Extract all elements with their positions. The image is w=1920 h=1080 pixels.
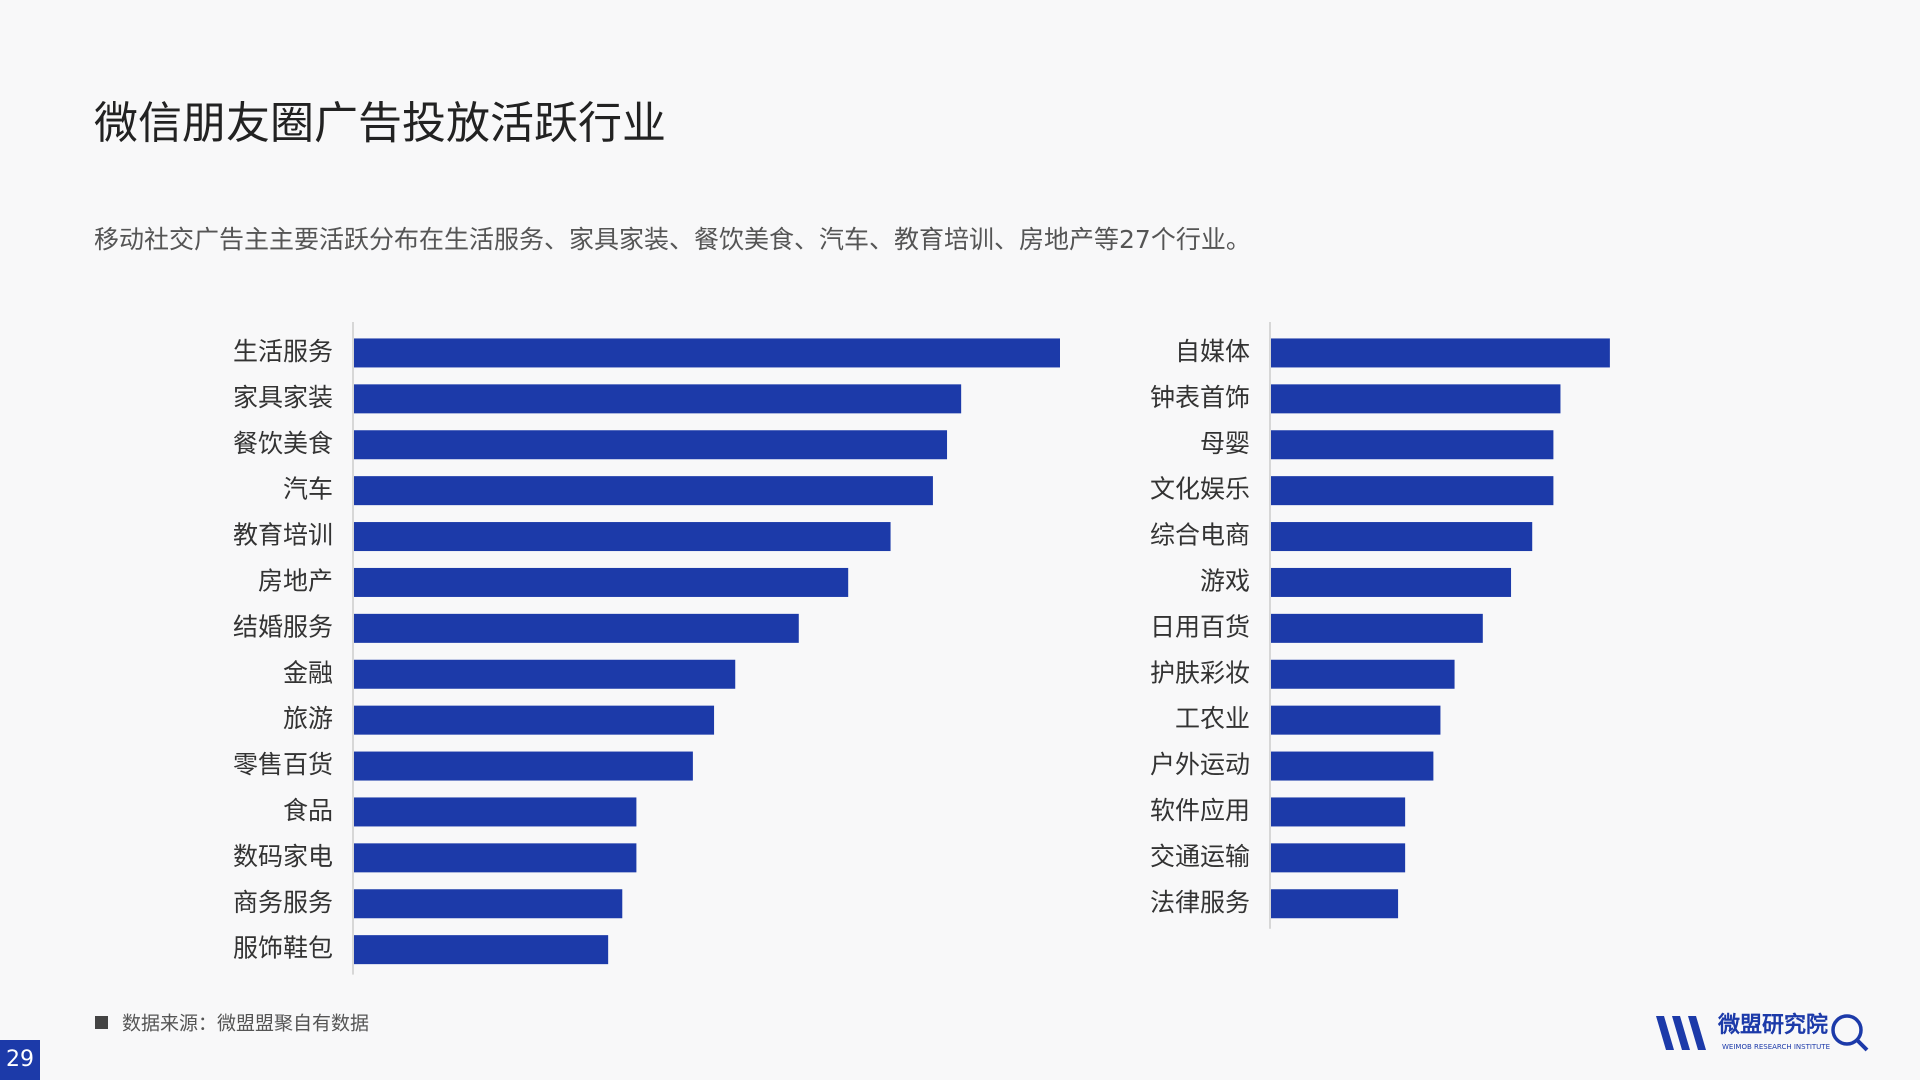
bar bbox=[1271, 384, 1561, 414]
category-label: 汽车 bbox=[283, 475, 333, 504]
category-label: 商务服务 bbox=[233, 888, 333, 917]
slide-subtitle: 移动社交广告主主要活跃分布在生活服务、家具家装、餐饮美食、汽车、教育培训、房地产… bbox=[94, 225, 1251, 254]
category-label: 自媒体 bbox=[1175, 337, 1250, 366]
category-label: 生活服务 bbox=[233, 337, 333, 366]
logo-handle bbox=[1855, 1038, 1869, 1052]
logo-name: 微盟研究院 bbox=[1717, 1012, 1828, 1038]
category-label: 日用百货 bbox=[1150, 612, 1250, 641]
bar bbox=[354, 935, 609, 965]
bar bbox=[354, 430, 948, 460]
category-label: 母婴 bbox=[1200, 429, 1250, 458]
bar bbox=[354, 751, 693, 781]
category-label: 文化娱乐 bbox=[1150, 475, 1250, 504]
bar bbox=[354, 797, 637, 827]
bar bbox=[1271, 338, 1610, 368]
bar bbox=[1271, 476, 1554, 506]
bar bbox=[354, 567, 849, 597]
category-label: 结婚服务 bbox=[233, 612, 333, 641]
source-note: 数据来源：微盟盟聚自有数据 bbox=[122, 1013, 369, 1035]
bar bbox=[1271, 889, 1399, 919]
category-label: 交通运输 bbox=[1150, 842, 1250, 871]
bar bbox=[354, 522, 891, 552]
category-label: 工农业 bbox=[1175, 704, 1250, 733]
category-label: 综合电商 bbox=[1150, 521, 1250, 550]
bar bbox=[354, 889, 623, 919]
category-label: 数码家电 bbox=[233, 842, 333, 871]
category-label: 户外运动 bbox=[1150, 750, 1250, 779]
bar bbox=[354, 705, 715, 735]
bar bbox=[354, 843, 637, 873]
bar bbox=[354, 338, 1060, 368]
category-label: 家具家装 bbox=[233, 383, 333, 412]
bar bbox=[1271, 659, 1455, 689]
category-label: 法律服务 bbox=[1150, 888, 1250, 917]
bar bbox=[354, 659, 736, 689]
bar bbox=[1271, 797, 1406, 827]
bar bbox=[1271, 705, 1441, 735]
category-label: 旅游 bbox=[283, 704, 333, 733]
category-label: 食品 bbox=[283, 796, 333, 825]
category-label: 零售百货 bbox=[233, 750, 333, 779]
logo: 微盟研究院 WEIMOB RESEARCH INSTITUTE bbox=[1656, 1012, 1869, 1052]
bar bbox=[1271, 430, 1554, 460]
category-label: 软件应用 bbox=[1150, 796, 1250, 825]
bar bbox=[1271, 522, 1533, 552]
category-label: 钟表首饰 bbox=[1150, 383, 1250, 412]
bar bbox=[354, 613, 799, 643]
logo-tagline: WEIMOB RESEARCH INSTITUTE bbox=[1722, 1043, 1830, 1051]
category-label: 服饰鞋包 bbox=[233, 934, 333, 963]
logo-lens bbox=[1831, 1014, 1863, 1046]
category-label: 护肤彩妆 bbox=[1150, 658, 1250, 687]
source-bullet bbox=[95, 1016, 108, 1029]
category-label: 房地产 bbox=[258, 566, 333, 595]
logo-mark bbox=[1656, 1016, 1706, 1050]
category-label: 教育培训 bbox=[233, 521, 333, 550]
slide-title: 微信朋友圈广告投放活跃行业 bbox=[94, 98, 666, 149]
bar bbox=[1271, 843, 1406, 873]
bar bbox=[1271, 613, 1483, 643]
bar bbox=[1271, 751, 1434, 781]
bar bbox=[1271, 567, 1512, 597]
category-label: 餐饮美食 bbox=[233, 429, 333, 458]
category-label: 金融 bbox=[283, 658, 333, 687]
page-number: 29 bbox=[6, 1047, 34, 1072]
bar bbox=[354, 476, 933, 506]
page-number-box bbox=[0, 1040, 40, 1080]
bar bbox=[354, 384, 962, 414]
category-label: 游戏 bbox=[1200, 566, 1250, 595]
